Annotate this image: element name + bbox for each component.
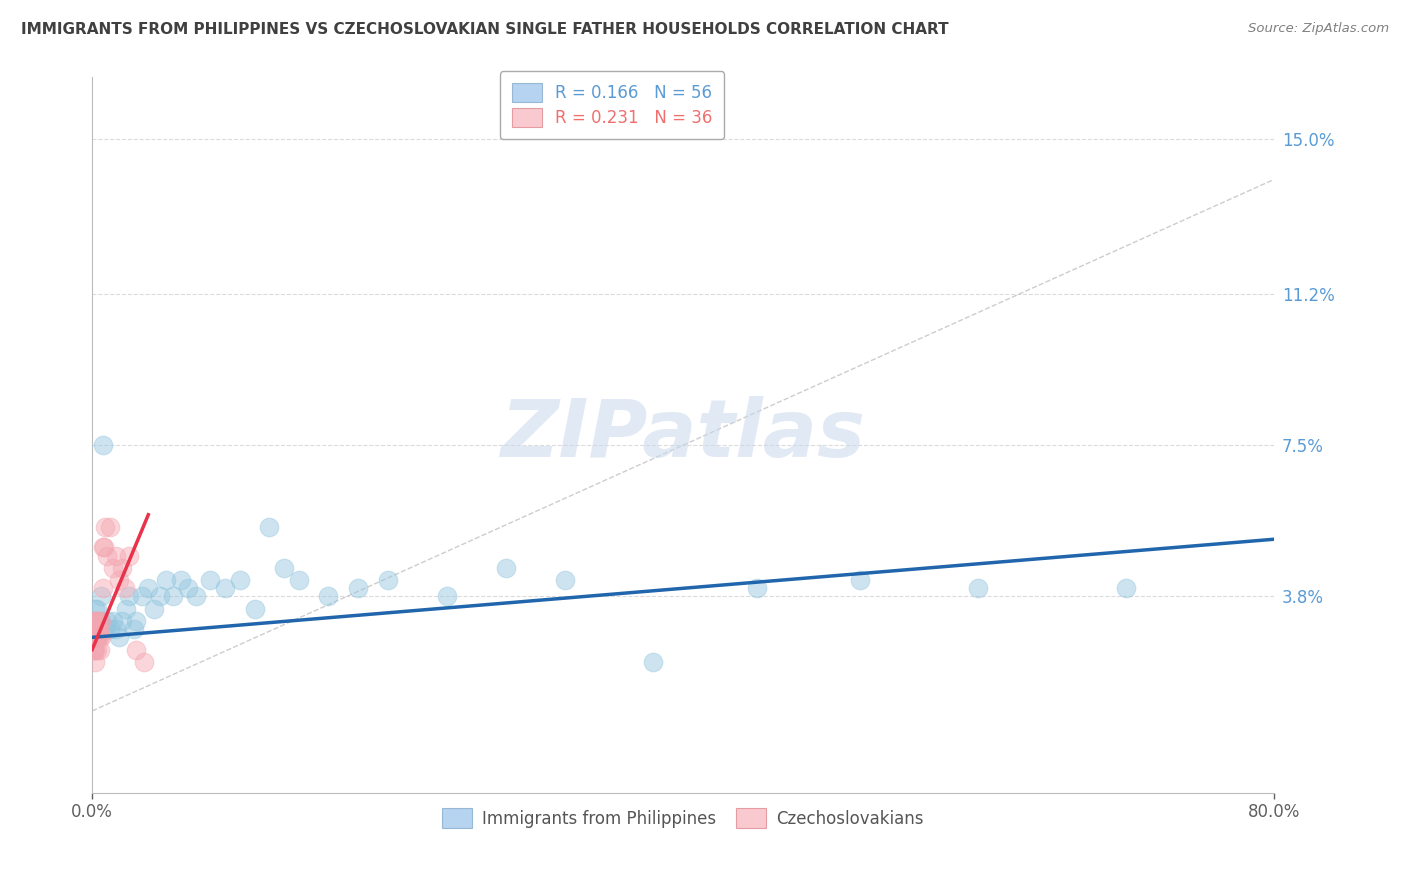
Point	[200, 573, 222, 587]
Point	[86, 622, 108, 636]
Point	[90, 631, 112, 645]
Point	[136, 582, 159, 596]
Text: ZIPatlas: ZIPatlas	[501, 396, 866, 474]
Point	[107, 631, 129, 645]
Point	[149, 590, 172, 604]
Point	[84, 614, 107, 628]
Point	[111, 561, 134, 575]
Point	[87, 631, 110, 645]
Point	[101, 561, 124, 575]
Point	[104, 622, 127, 636]
Point	[111, 614, 134, 628]
Point	[91, 582, 114, 596]
Point	[243, 601, 266, 615]
Point	[184, 590, 207, 604]
Point	[554, 573, 576, 587]
Point	[83, 642, 105, 657]
Point	[83, 622, 105, 636]
Point	[84, 655, 107, 669]
Point	[83, 631, 105, 645]
Point	[745, 582, 768, 596]
Point	[86, 631, 108, 645]
Point	[495, 561, 517, 575]
Point	[84, 631, 107, 645]
Point	[318, 590, 340, 604]
Point	[84, 631, 107, 645]
Point	[86, 622, 108, 636]
Point	[84, 642, 107, 657]
Point	[86, 642, 108, 657]
Point	[122, 622, 145, 636]
Point	[143, 601, 166, 615]
Point	[967, 582, 990, 596]
Point	[288, 573, 311, 587]
Point	[125, 614, 148, 628]
Point	[83, 614, 105, 628]
Point	[643, 655, 665, 669]
Text: Source: ZipAtlas.com: Source: ZipAtlas.com	[1249, 22, 1389, 36]
Point	[229, 573, 252, 587]
Point	[104, 549, 127, 563]
Point	[83, 622, 105, 636]
Point	[89, 614, 111, 628]
Point	[162, 590, 184, 604]
Text: IMMIGRANTS FROM PHILIPPINES VS CZECHOSLOVAKIAN SINGLE FATHER HOUSEHOLDS CORRELAT: IMMIGRANTS FROM PHILIPPINES VS CZECHOSLO…	[21, 22, 949, 37]
Legend: Immigrants from Philippines, Czechoslovakians: Immigrants from Philippines, Czechoslova…	[436, 802, 931, 834]
Point	[84, 622, 107, 636]
Point	[82, 631, 104, 645]
Point	[84, 622, 107, 636]
Point	[83, 642, 105, 657]
Point	[89, 622, 111, 636]
Point	[377, 573, 399, 587]
Point	[118, 590, 141, 604]
Point	[84, 614, 107, 628]
Point	[259, 520, 281, 534]
Point	[170, 573, 193, 587]
Point	[118, 549, 141, 563]
Point	[101, 614, 124, 628]
Point	[89, 631, 111, 645]
Point	[96, 549, 118, 563]
Point	[93, 622, 115, 636]
Point	[131, 590, 153, 604]
Point	[87, 614, 110, 628]
Point	[90, 614, 112, 628]
Point	[93, 541, 115, 555]
Point	[98, 622, 121, 636]
Point	[155, 573, 177, 587]
Point	[86, 631, 108, 645]
Point	[98, 520, 121, 534]
Point	[96, 614, 118, 628]
Point	[87, 622, 110, 636]
Point	[107, 573, 129, 587]
Point	[91, 541, 114, 555]
Point	[91, 438, 114, 452]
Point	[87, 614, 110, 628]
Point	[94, 622, 117, 636]
Point	[83, 631, 105, 645]
Point	[214, 582, 236, 596]
Point	[347, 582, 370, 596]
Point	[125, 642, 148, 657]
Point	[90, 590, 112, 604]
Point	[84, 601, 107, 615]
Point	[86, 614, 108, 628]
Point	[94, 520, 117, 534]
Point	[115, 601, 138, 615]
Point	[87, 631, 110, 645]
Point	[273, 561, 295, 575]
Point	[114, 582, 136, 596]
Point	[89, 642, 111, 657]
Point	[177, 582, 200, 596]
Point	[436, 590, 458, 604]
Point	[89, 622, 111, 636]
Point	[87, 622, 110, 636]
Point	[132, 655, 155, 669]
Point	[86, 601, 108, 615]
Point	[849, 573, 872, 587]
Point	[1115, 582, 1137, 596]
